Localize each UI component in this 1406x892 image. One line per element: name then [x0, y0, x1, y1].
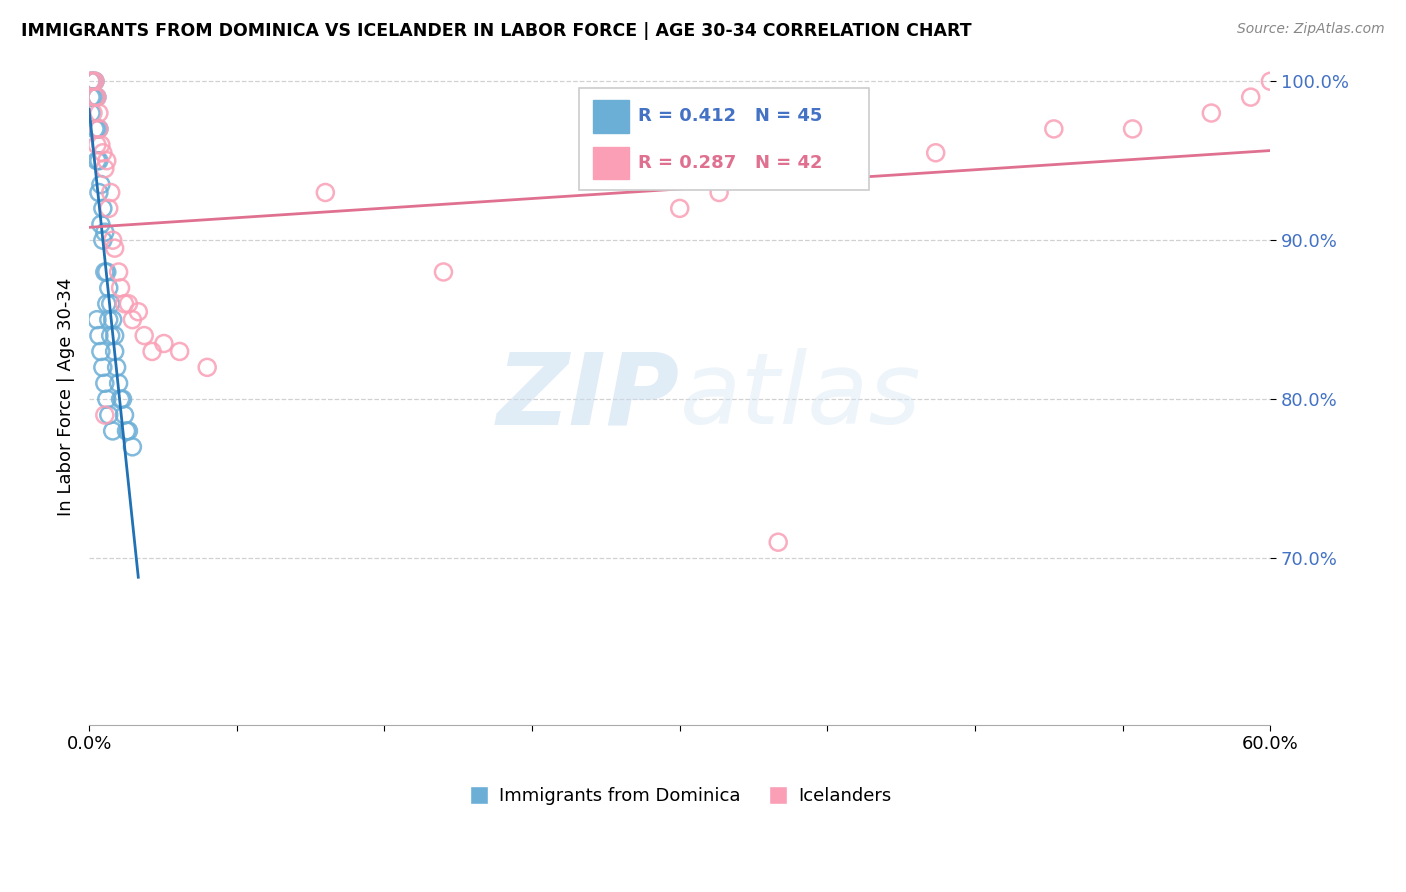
- Text: atlas: atlas: [679, 348, 921, 445]
- Point: [1240, 90, 1263, 104]
- Point: [117, 424, 139, 438]
- Point: [121, 312, 143, 326]
- Point: [110, 281, 132, 295]
- Point: [86, 122, 108, 136]
- Point: [96, 297, 118, 311]
- Point: [87, 122, 110, 136]
- Point: [94, 408, 117, 422]
- Point: [84, 90, 107, 104]
- Point: [97, 408, 120, 422]
- Legend: Immigrants from Dominica, Icelanders: Immigrants from Dominica, Icelanders: [461, 780, 898, 813]
- Point: [94, 265, 117, 279]
- Point: [825, 161, 848, 176]
- Point: [114, 408, 136, 422]
- Point: [153, 336, 176, 351]
- Point: [114, 297, 136, 311]
- Point: [86, 90, 108, 104]
- Point: [96, 392, 118, 406]
- Point: [91, 360, 114, 375]
- Point: [1201, 106, 1223, 120]
- Point: [100, 328, 122, 343]
- Point: [80, 74, 103, 88]
- Point: [82, 74, 104, 88]
- Point: [94, 225, 117, 239]
- Point: [105, 360, 128, 375]
- Text: Source: ZipAtlas.com: Source: ZipAtlas.com: [1237, 22, 1385, 37]
- Point: [1122, 122, 1144, 136]
- Point: [87, 153, 110, 168]
- Point: [90, 344, 112, 359]
- Point: [169, 344, 191, 359]
- Point: [107, 376, 129, 391]
- Point: [1043, 122, 1066, 136]
- Point: [94, 161, 117, 176]
- Point: [141, 344, 163, 359]
- Point: [82, 90, 104, 104]
- FancyBboxPatch shape: [579, 88, 869, 190]
- Point: [91, 145, 114, 160]
- Point: [100, 186, 122, 200]
- Point: [86, 137, 108, 152]
- Point: [97, 312, 120, 326]
- Y-axis label: In Labor Force | Age 30-34: In Labor Force | Age 30-34: [58, 277, 75, 516]
- Point: [90, 217, 112, 231]
- Point: [82, 74, 104, 88]
- Point: [110, 392, 132, 406]
- Point: [101, 312, 124, 326]
- Point: [80, 90, 103, 104]
- Point: [101, 233, 124, 247]
- Point: [86, 312, 108, 326]
- Point: [195, 360, 218, 375]
- Point: [766, 535, 789, 549]
- Point: [314, 186, 336, 200]
- Point: [84, 122, 107, 136]
- Text: R = 0.412   N = 45: R = 0.412 N = 45: [638, 107, 823, 125]
- Point: [104, 241, 127, 255]
- Point: [104, 344, 127, 359]
- Point: [432, 265, 454, 279]
- Point: [90, 137, 112, 152]
- Point: [87, 106, 110, 120]
- Point: [87, 186, 110, 200]
- Point: [924, 145, 946, 160]
- Point: [87, 328, 110, 343]
- Point: [668, 202, 690, 216]
- Point: [84, 90, 107, 104]
- Point: [121, 440, 143, 454]
- Bar: [593, 146, 628, 179]
- Point: [84, 74, 107, 88]
- Point: [96, 265, 118, 279]
- Point: [127, 304, 149, 318]
- Text: R = 0.287   N = 42: R = 0.287 N = 42: [638, 154, 823, 172]
- Text: IMMIGRANTS FROM DOMINICA VS ICELANDER IN LABOR FORCE | AGE 30-34 CORRELATION CHA: IMMIGRANTS FROM DOMINICA VS ICELANDER IN…: [21, 22, 972, 40]
- Point: [80, 106, 103, 120]
- Point: [86, 153, 108, 168]
- Point: [134, 328, 156, 343]
- Point: [80, 74, 103, 88]
- Text: ZIP: ZIP: [496, 348, 679, 445]
- Point: [90, 178, 112, 192]
- Point: [117, 297, 139, 311]
- Point: [97, 202, 120, 216]
- Bar: [593, 100, 628, 133]
- Point: [96, 153, 118, 168]
- Point: [94, 376, 117, 391]
- Point: [107, 265, 129, 279]
- Point: [100, 297, 122, 311]
- Point: [91, 202, 114, 216]
- Point: [97, 281, 120, 295]
- Point: [82, 106, 104, 120]
- Point: [91, 233, 114, 247]
- Point: [104, 328, 127, 343]
- Point: [111, 392, 134, 406]
- Point: [86, 90, 108, 104]
- Point: [101, 424, 124, 438]
- Point: [87, 122, 110, 136]
- Point: [84, 74, 107, 88]
- Point: [1279, 90, 1302, 104]
- Point: [1260, 74, 1282, 88]
- Point: [707, 186, 730, 200]
- Point: [115, 424, 138, 438]
